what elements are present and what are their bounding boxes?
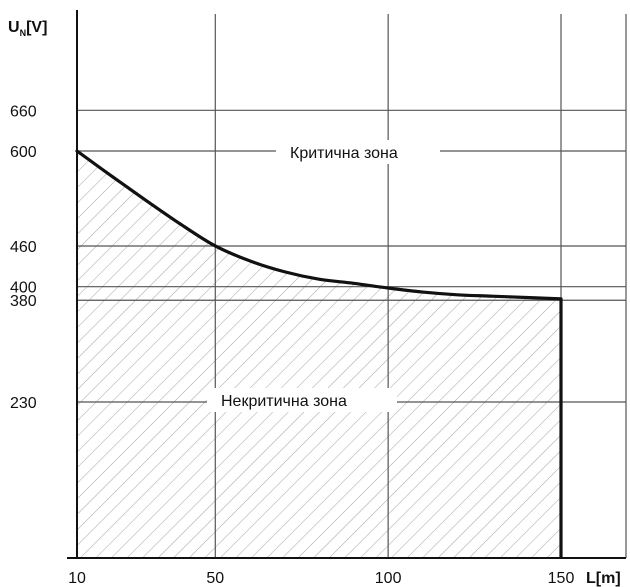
y-tick-label-660: 660	[10, 103, 37, 120]
y-tick-label-460: 460	[10, 239, 37, 256]
non-critical-zone-area	[77, 151, 561, 558]
x-tick-labels: 10 50 100 150	[68, 570, 574, 587]
x-tick-label-50: 50	[206, 570, 224, 587]
y-axis-title: UN[V]	[8, 19, 47, 38]
y-tick-label-380: 380	[10, 293, 37, 310]
y-axis-title-sub: N	[20, 28, 27, 38]
non-critical-zone-label: Некритична зона	[221, 393, 347, 410]
x-tick-label-100: 100	[375, 570, 402, 587]
x-axis-title: L[m]	[586, 570, 621, 587]
x-tick-label-10: 10	[68, 570, 86, 587]
y-axis-title-unit: [V]	[26, 19, 47, 36]
y-tick-label-600: 600	[10, 144, 37, 161]
non-critical-zone-label-bg	[207, 388, 397, 412]
y-tick-label-400: 400	[10, 280, 37, 297]
series-line	[75, 149, 563, 301]
axes	[67, 10, 626, 559]
critical-zone-label: Критична зона	[290, 145, 398, 162]
y-axis-title-main: U	[8, 19, 20, 36]
critical-zone-label-bg	[276, 140, 440, 164]
y-tick-label-230: 230	[10, 395, 37, 412]
x-tick-label-150: 150	[548, 570, 575, 587]
